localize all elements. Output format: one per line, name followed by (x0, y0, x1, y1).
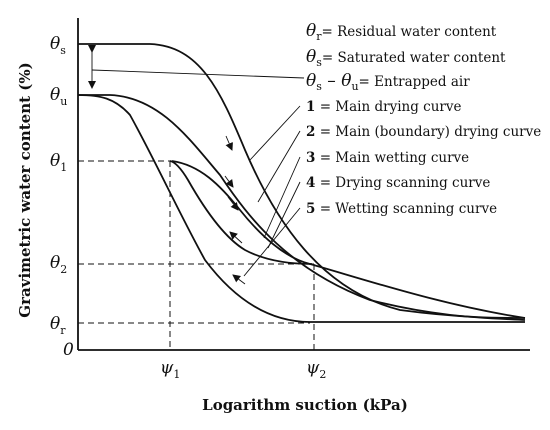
arrow-boundary-drying (224, 175, 234, 188)
definition-theta-r: θr= Residual water content (306, 21, 497, 43)
legend-curve-2: 2 = Main (boundary) drying curve (306, 124, 541, 140)
x-axis-label: Logarithm suction (kPa) (202, 396, 408, 414)
legend-curve-4: 4 = Drying scanning curve (306, 175, 490, 191)
tick-psi-1: ψ1 (160, 358, 180, 381)
definition-theta-s: θs= Saturated water content (306, 47, 506, 69)
arrow-wetting-scanning (229, 231, 243, 244)
main-boundary-drying-curve (78, 94, 526, 321)
tick-theta-1: θ1 (50, 151, 67, 174)
legend-curve-1: 1 = Main drying curve (306, 99, 461, 115)
tick-theta-r: θr (50, 314, 66, 337)
origin-label: 0 (63, 340, 74, 360)
drying-scanning-curve (171, 160, 526, 319)
tick-theta-2: θ2 (50, 253, 67, 276)
definition-entrapped-air: θs – θu= Entrapped air (306, 71, 470, 93)
leader-curve-2 (257, 130, 301, 203)
leader-curve-5 (243, 207, 301, 277)
tick-theta-s: θs (50, 34, 66, 57)
tick-theta-u: θu (50, 85, 67, 108)
leader-curve-3 (263, 156, 301, 239)
y-axis-label: Gravimetric water content (%) (16, 62, 34, 317)
leader-curve-1 (249, 105, 301, 161)
legend-curve-3: 3 = Main wetting curve (306, 150, 469, 166)
entrapped-air-leader (91, 69, 305, 79)
tick-psi-2: ψ2 (306, 358, 326, 381)
leader-curve-4 (267, 181, 301, 249)
arrow-main-wetting (232, 274, 246, 285)
main-wetting-curve (77, 94, 525, 323)
arrow-drying-scanning (227, 196, 239, 211)
legend-curve-5: 5 = Wetting scanning curve (306, 201, 497, 217)
wetting-scanning-curve (169, 160, 313, 265)
arrow-main-drying (225, 135, 233, 151)
